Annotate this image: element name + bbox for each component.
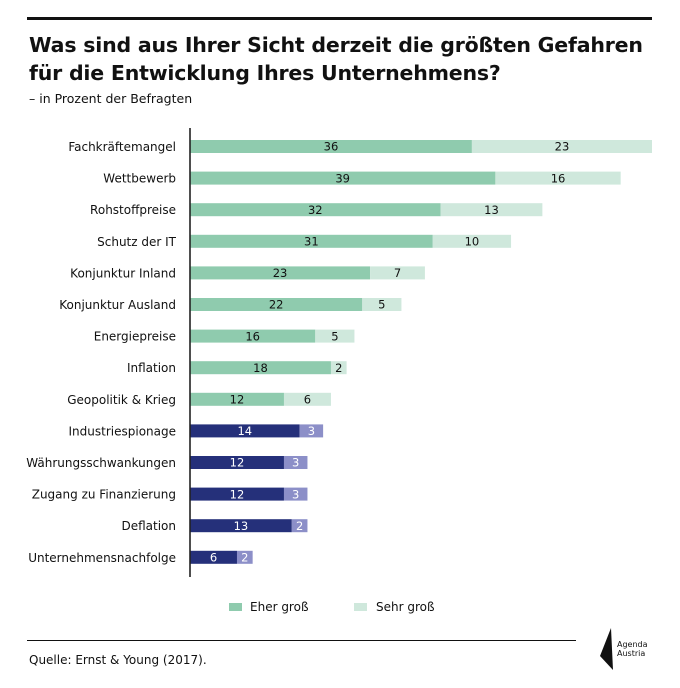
bar-sehr-gross [299, 424, 324, 438]
category-label: Energiepreise [94, 330, 176, 344]
category-label: Zugang zu Finanzierung [32, 488, 176, 502]
bar-eher-gross [190, 266, 371, 280]
bar-eher-gross [190, 361, 331, 375]
bar-eher-gross [190, 171, 496, 185]
bar-sehr-gross [330, 361, 347, 375]
data-label-sehr-gross: 3 [292, 456, 299, 470]
bar-eher-gross [190, 298, 363, 311]
category-label: Inflation [127, 361, 176, 375]
category-label: Rohstoffpreise [90, 203, 176, 217]
bar-eher-gross [190, 329, 316, 343]
agenda-austria-logo [600, 628, 613, 670]
bar-sehr-gross [291, 519, 308, 533]
source-note: Quelle: Ernst & Young (2017). [29, 653, 207, 667]
data-label-eher-gross: 23 [273, 266, 288, 280]
bar-sehr-gross [370, 266, 425, 280]
data-label-eher-gross: 13 [234, 519, 249, 533]
bar-sehr-gross [440, 203, 543, 217]
legend-label-eher-gross: Eher groß [250, 600, 309, 614]
logo-text: Agenda Austria [617, 640, 648, 658]
data-label-eher-gross: 36 [324, 140, 339, 154]
data-label-eher-gross: 12 [230, 487, 245, 501]
category-label: Unternehmensnachfolge [28, 551, 176, 565]
data-label-sehr-gross: 6 [304, 393, 311, 407]
category-label: Konjunktur Inland [70, 266, 176, 280]
bar-eher-gross [190, 487, 284, 501]
data-label-sehr-gross: 2 [241, 551, 248, 565]
bar-eher-gross [190, 550, 237, 564]
chart-subtitle: – in Prozent der Befragten [29, 91, 193, 106]
category-label: Deflation [121, 519, 176, 533]
category-label: Geopolitik & Krieg [67, 393, 176, 407]
bar-eher-gross [190, 519, 292, 533]
logo-text-line-1: Agenda [617, 640, 648, 649]
category-label: Schutz der IT [97, 235, 177, 249]
data-label-sehr-gross: 3 [292, 487, 299, 501]
data-label-eher-gross: 12 [230, 393, 245, 407]
bar-sehr-gross [283, 456, 308, 469]
legend-swatch-eher-gross [229, 603, 242, 611]
bar-eher-gross [190, 392, 284, 406]
chart-title-line-1: Was sind aus Ihrer Sicht derzeit die grö… [29, 33, 643, 57]
chart-title: Was sind aus Ihrer Sicht derzeit die grö… [29, 31, 649, 87]
data-label-sehr-gross: 3 [308, 424, 315, 438]
bar-sehr-gross [315, 329, 355, 343]
data-label-eher-gross: 22 [269, 298, 284, 312]
category-label: Fachkräftemangel [68, 140, 176, 154]
data-label-sehr-gross: 16 [551, 171, 566, 185]
logo-text-line-2: Austria [617, 649, 646, 658]
data-label-sehr-gross: 2 [335, 361, 342, 375]
data-label-eher-gross: 32 [308, 203, 323, 217]
category-label: Währungsschwankungen [26, 456, 176, 470]
bar-sehr-gross [283, 392, 331, 406]
data-label-eher-gross: 18 [253, 361, 268, 375]
bar-sehr-gross [283, 487, 308, 501]
data-label-sehr-gross: 7 [394, 266, 401, 280]
bar-sehr-gross [362, 298, 402, 311]
bar-sehr-gross [471, 140, 652, 153]
bar-eher-gross [190, 234, 433, 248]
chart-title-line-2: für die Entwicklung Ihres Unternehmens? [29, 61, 501, 85]
data-label-sehr-gross: 13 [484, 203, 499, 217]
category-label: Konjunktur Ausland [59, 298, 176, 312]
data-label-sehr-gross: 5 [331, 329, 338, 343]
category-label: Wettbewerb [103, 172, 176, 186]
data-label-eher-gross: 31 [304, 235, 319, 249]
data-label-eher-gross: 14 [237, 424, 252, 438]
data-label-sehr-gross: 2 [296, 519, 303, 533]
bar-sehr-gross [432, 234, 512, 248]
category-label: Industriespionage [69, 424, 176, 438]
legend-label-sehr-gross: Sehr groß [376, 600, 435, 614]
bar-eher-gross [190, 203, 441, 217]
legend-swatch-sehr-gross [354, 603, 367, 611]
bar-sehr-gross [236, 550, 253, 564]
bar-eher-gross [190, 424, 300, 438]
bar-eher-gross [190, 456, 284, 469]
data-label-sehr-gross: 10 [465, 235, 480, 249]
bar-eher-gross [190, 140, 472, 153]
data-label-eher-gross: 16 [245, 329, 260, 343]
data-label-sehr-gross: 5 [378, 298, 385, 312]
top-rule [27, 17, 652, 20]
data-label-eher-gross: 12 [230, 456, 245, 470]
data-label-eher-gross: 39 [335, 171, 350, 185]
data-label-sehr-gross: 23 [555, 140, 570, 154]
bottom-rule [27, 640, 576, 641]
data-label-eher-gross: 6 [210, 551, 217, 565]
bar-sehr-gross [495, 171, 621, 185]
